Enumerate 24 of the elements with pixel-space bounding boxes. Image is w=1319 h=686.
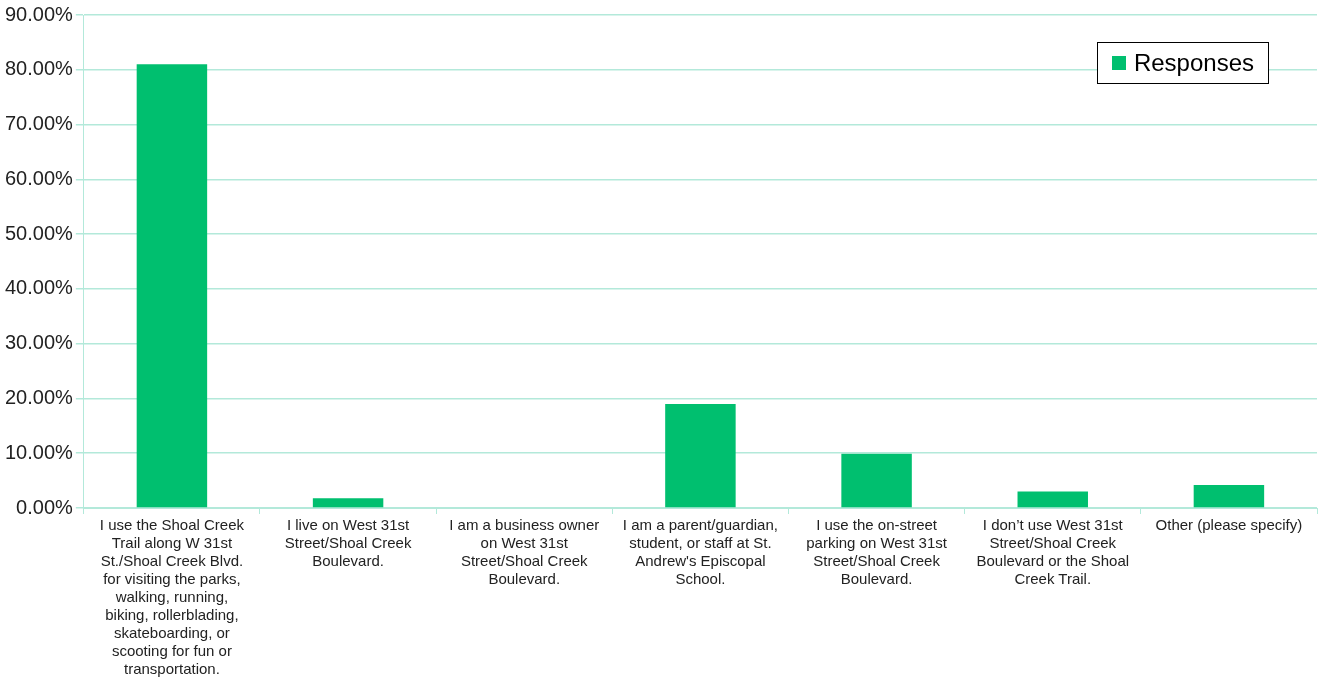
bar	[841, 453, 912, 508]
x-tick-label: I don’t use West 31st Street/Shoal Creek Boulevard or the Shoal Creek Trail.	[976, 516, 1130, 588]
x-tick-label: Other (please specify)	[1155, 516, 1303, 534]
y-tick-label: 70.00%	[4, 112, 74, 135]
x-tick-label: I live on West 31st Street/Shoal Creek Boulevard.	[284, 516, 412, 570]
bar	[1193, 484, 1265, 508]
y-tick-label: 20.00%	[4, 385, 74, 408]
y-tick-label: 90.00%	[4, 2, 74, 25]
bar	[312, 498, 384, 508]
y-tick-label: 80.00%	[4, 57, 74, 80]
y-tick-label: 0.00%	[16, 495, 74, 518]
bar	[1017, 491, 1088, 508]
x-tick-label: I am a business owner on West 31st Street/Shoal Creek Boulevard.	[449, 516, 600, 588]
bar	[136, 64, 208, 508]
x-tick-label: I am a parent/guardian, student, or staff at St. Andrew's Episcopal School.	[622, 516, 778, 588]
y-tick-label: 10.00%	[4, 440, 74, 463]
x-tick-label: I use the on-street parking on West 31st Street/Shoal Creek Boulevard.	[806, 516, 948, 588]
bar	[665, 403, 736, 508]
y-tick-label: 50.00%	[4, 221, 74, 244]
category-label: I use the Shoal Creek Trail along W 31st St./Shoal Creek Blvd. for visiting the parks, walking, running, biking, rollerblading, skateboarding, or scooting for fun or transportation.	[99, 516, 245, 678]
y-tick-label: 40.00%	[4, 276, 74, 299]
y-tick-label: 60.00%	[4, 166, 74, 189]
y-tick-label: 30.00%	[4, 331, 74, 354]
legend-label: Responses	[1133, 49, 1254, 77]
